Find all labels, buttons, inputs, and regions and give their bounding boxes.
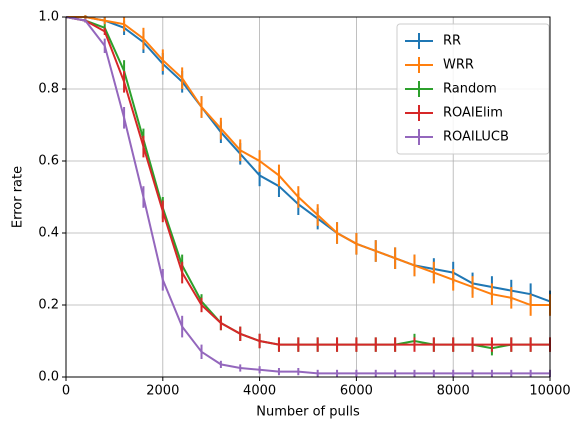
y-axis-label: Error rate (11, 166, 26, 228)
line (65, 16, 550, 375)
series (66, 15, 551, 316)
line (65, 16, 550, 346)
plot-frame (65, 16, 551, 378)
line (66, 16, 550, 306)
line (66, 16, 551, 303)
legend-label: ROAILUCB (443, 130, 509, 145)
y-tick-label: 1.0 (38, 10, 59, 25)
x-tick-label: 2000 (146, 384, 179, 399)
legend-label: WRR (443, 58, 474, 73)
x-tick-label: 4000 (243, 384, 276, 399)
y-tick-label: 0.8 (38, 82, 59, 97)
y-tick-label: 0.6 (38, 154, 59, 169)
x-tick-label: 6000 (340, 384, 373, 399)
legend-box (396, 23, 550, 155)
y-tick-label: 0.0 (38, 370, 59, 385)
x-axis-label: Number of pulls (256, 405, 360, 420)
legend-label: ROAIElim (443, 106, 503, 121)
series (65, 16, 551, 377)
x-tick-label: 10000 (529, 384, 570, 399)
legend-label: Random (443, 82, 497, 97)
x-tick-label: 8000 (437, 384, 470, 399)
y-tick-label: 0.4 (38, 226, 59, 241)
y-tick-label: 0.2 (38, 298, 59, 313)
legend-label: RR (443, 34, 461, 49)
x-tick-label: 0 (62, 384, 70, 399)
